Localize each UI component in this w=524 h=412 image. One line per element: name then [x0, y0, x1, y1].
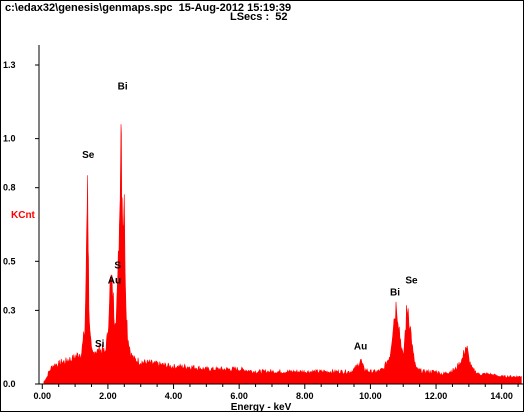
y-tick-label: 0.5: [3, 256, 16, 266]
x-tick-label: 0.00: [34, 391, 52, 401]
peak-label-au: Au: [354, 342, 367, 353]
x-axis: 0.00 2.00 4.00 6.00 8.00 10.00 12.00 14.00: [34, 383, 523, 401]
peak-label-bi: Bi: [118, 82, 128, 93]
y-axis: 0.0 0.3 0.5 0.8 1.0 1.3: [3, 45, 40, 389]
x-tick-label: 10.00: [359, 391, 382, 401]
x-tick-label: 8.00: [296, 391, 314, 401]
y-tick-label: 0.3: [3, 305, 16, 315]
peak-label-se: Se: [405, 275, 418, 286]
plot-area: [43, 124, 522, 385]
spectrum-file-header: c:\edax32\genesis\genmaps.spc 15-Aug-201…: [5, 2, 292, 14]
peak-label-au: Au: [108, 275, 121, 286]
x-tick-label: 4.00: [165, 391, 183, 401]
peak-label-bi: Bi: [390, 288, 400, 299]
y-axis-title-group: KCnt: [11, 210, 36, 221]
x-axis-title: Energy - keV: [231, 402, 292, 411]
x-tick-label: 12.00: [425, 391, 448, 401]
x-tick-label: 14.00: [490, 391, 513, 401]
live-seconds-label: LSecs : 52: [230, 11, 288, 23]
y-tick-label: 1.3: [3, 60, 16, 70]
y-tick-label: 1.0: [3, 134, 16, 144]
peak-labels: Se Bi S Au Si Au Bi Se: [82, 82, 418, 353]
x-tick-label: 6.00: [230, 391, 248, 401]
spectrum-series: [43, 124, 522, 385]
y-tick-label: 0.8: [3, 183, 16, 193]
y-axis-title: KCnt: [11, 210, 36, 221]
peak-label-si: Si: [95, 339, 105, 350]
peak-label-s: S: [114, 261, 121, 272]
y-tick-label: 0.0: [3, 379, 16, 389]
x-tick-label: 2.00: [99, 391, 117, 401]
peak-label-se: Se: [82, 150, 95, 161]
